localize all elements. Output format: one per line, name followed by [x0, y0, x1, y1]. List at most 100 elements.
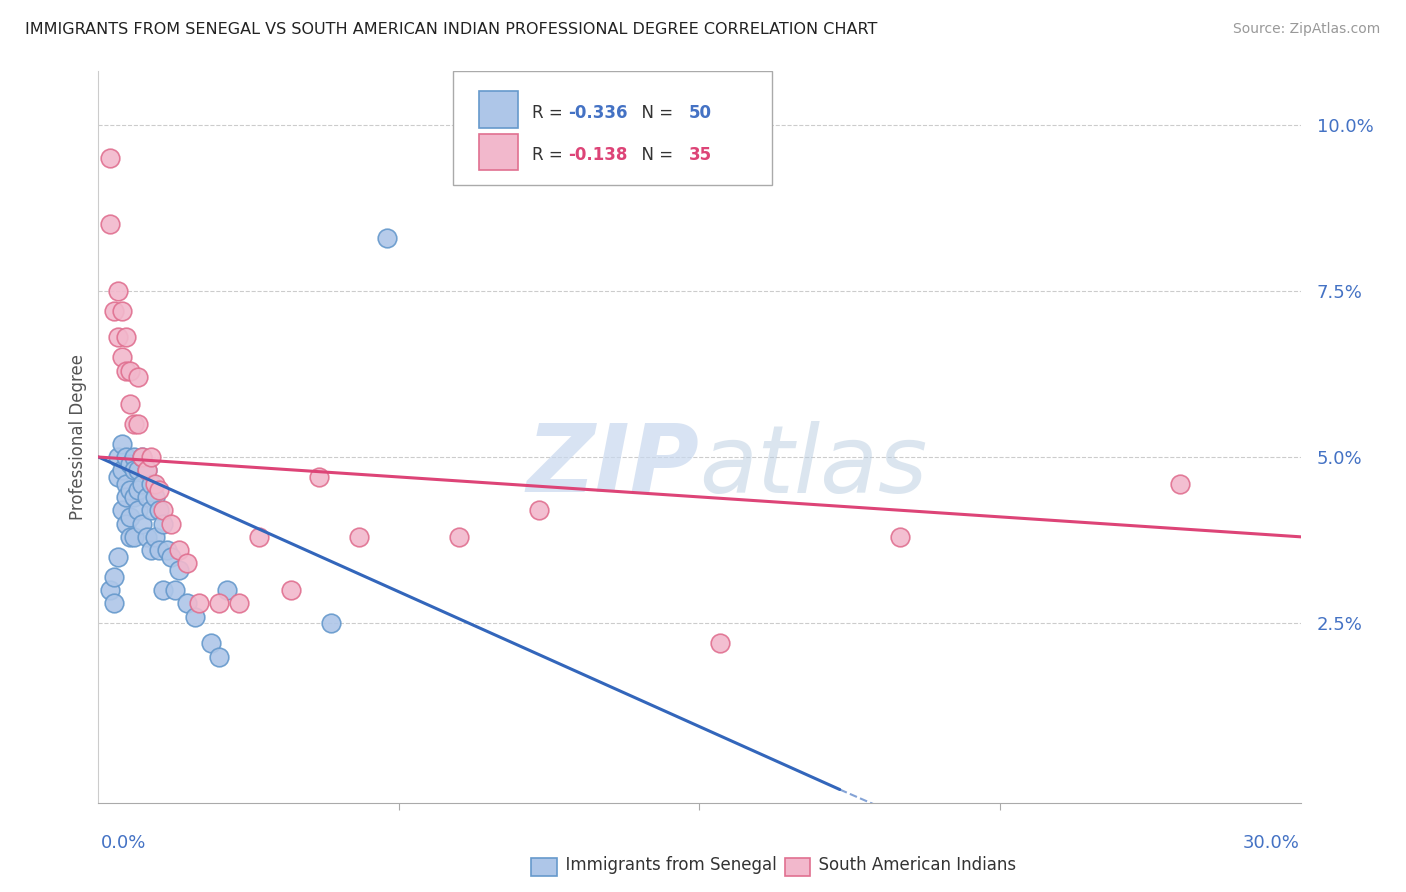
Text: -0.138: -0.138 [568, 146, 628, 164]
Text: -0.336: -0.336 [568, 104, 628, 122]
Point [115, 516, 138, 531]
Text: R =: R = [533, 146, 568, 164]
Point [183, 609, 205, 624]
Point [319, 616, 342, 631]
Point [111, 503, 134, 517]
Point [115, 476, 138, 491]
Point [111, 463, 134, 477]
Point [115, 450, 138, 464]
Point [155, 543, 177, 558]
Text: 0.0%: 0.0% [101, 834, 146, 852]
Bar [785, 858, 810, 876]
Point [139, 543, 162, 558]
Point [135, 490, 157, 504]
Point [100, 582, 122, 597]
Text: Immigrants from Senegal: Immigrants from Senegal [555, 856, 778, 874]
FancyBboxPatch shape [453, 71, 772, 185]
Point [143, 530, 166, 544]
Point [107, 450, 129, 464]
Point [124, 417, 146, 431]
Text: ZIP: ZIP [527, 420, 699, 512]
Point [128, 503, 150, 517]
Point [447, 530, 470, 544]
Point [167, 543, 190, 558]
Point [120, 509, 142, 524]
Point [111, 303, 134, 318]
Y-axis label: Professional Degree: Professional Degree [69, 354, 87, 520]
Point [139, 450, 162, 464]
Bar [531, 858, 557, 876]
Text: 50: 50 [689, 104, 711, 122]
Point [124, 450, 146, 464]
Point [152, 503, 174, 517]
Point [143, 490, 166, 504]
Point [308, 470, 330, 484]
Point [131, 450, 153, 464]
Point [176, 557, 198, 571]
Point [115, 330, 138, 344]
Point [128, 463, 150, 477]
Point [128, 370, 150, 384]
Point [187, 596, 209, 610]
Point [100, 151, 122, 165]
Point [131, 476, 153, 491]
Text: IMMIGRANTS FROM SENEGAL VS SOUTH AMERICAN INDIAN PROFESSIONAL DEGREE CORRELATION: IMMIGRANTS FROM SENEGAL VS SOUTH AMERICA… [25, 22, 877, 37]
Point [152, 516, 174, 531]
Point [128, 483, 150, 498]
Point [107, 284, 129, 298]
Point [148, 543, 170, 558]
Point [100, 217, 122, 231]
Point [139, 503, 162, 517]
Point [120, 457, 142, 471]
Point [131, 450, 153, 464]
Point [111, 436, 134, 450]
Point [103, 570, 125, 584]
Point [111, 351, 134, 365]
Point [120, 530, 142, 544]
FancyBboxPatch shape [479, 91, 517, 128]
Point [208, 596, 231, 610]
Text: Source: ZipAtlas.com: Source: ZipAtlas.com [1233, 22, 1381, 37]
Point [1170, 476, 1192, 491]
Point [131, 516, 153, 531]
Point [124, 530, 146, 544]
Point [124, 490, 146, 504]
Point [529, 503, 551, 517]
Point [709, 636, 731, 650]
Point [115, 490, 138, 504]
Point [128, 417, 150, 431]
Point [247, 530, 270, 544]
Point [163, 582, 186, 597]
Point [135, 463, 157, 477]
Point [167, 563, 190, 577]
Point [103, 596, 125, 610]
Point [135, 463, 157, 477]
Text: 35: 35 [689, 146, 711, 164]
Point [148, 503, 170, 517]
Point [107, 470, 129, 484]
Point [135, 530, 157, 544]
Text: N =: N = [631, 146, 678, 164]
Point [889, 530, 911, 544]
Point [228, 596, 250, 610]
Text: South American Indians: South American Indians [808, 856, 1017, 874]
Point [215, 582, 238, 597]
Point [347, 530, 370, 544]
Point [375, 230, 398, 244]
Point [176, 596, 198, 610]
Point [103, 303, 125, 318]
Point [107, 549, 129, 564]
Point [208, 649, 231, 664]
Point [159, 549, 181, 564]
Point [120, 397, 142, 411]
Point [200, 636, 222, 650]
Text: R =: R = [533, 104, 568, 122]
FancyBboxPatch shape [479, 134, 517, 170]
Point [143, 476, 166, 491]
Text: N =: N = [631, 104, 678, 122]
Point [124, 463, 146, 477]
Point [159, 516, 181, 531]
Text: 30.0%: 30.0% [1243, 834, 1299, 852]
Point [120, 483, 142, 498]
Point [139, 476, 162, 491]
